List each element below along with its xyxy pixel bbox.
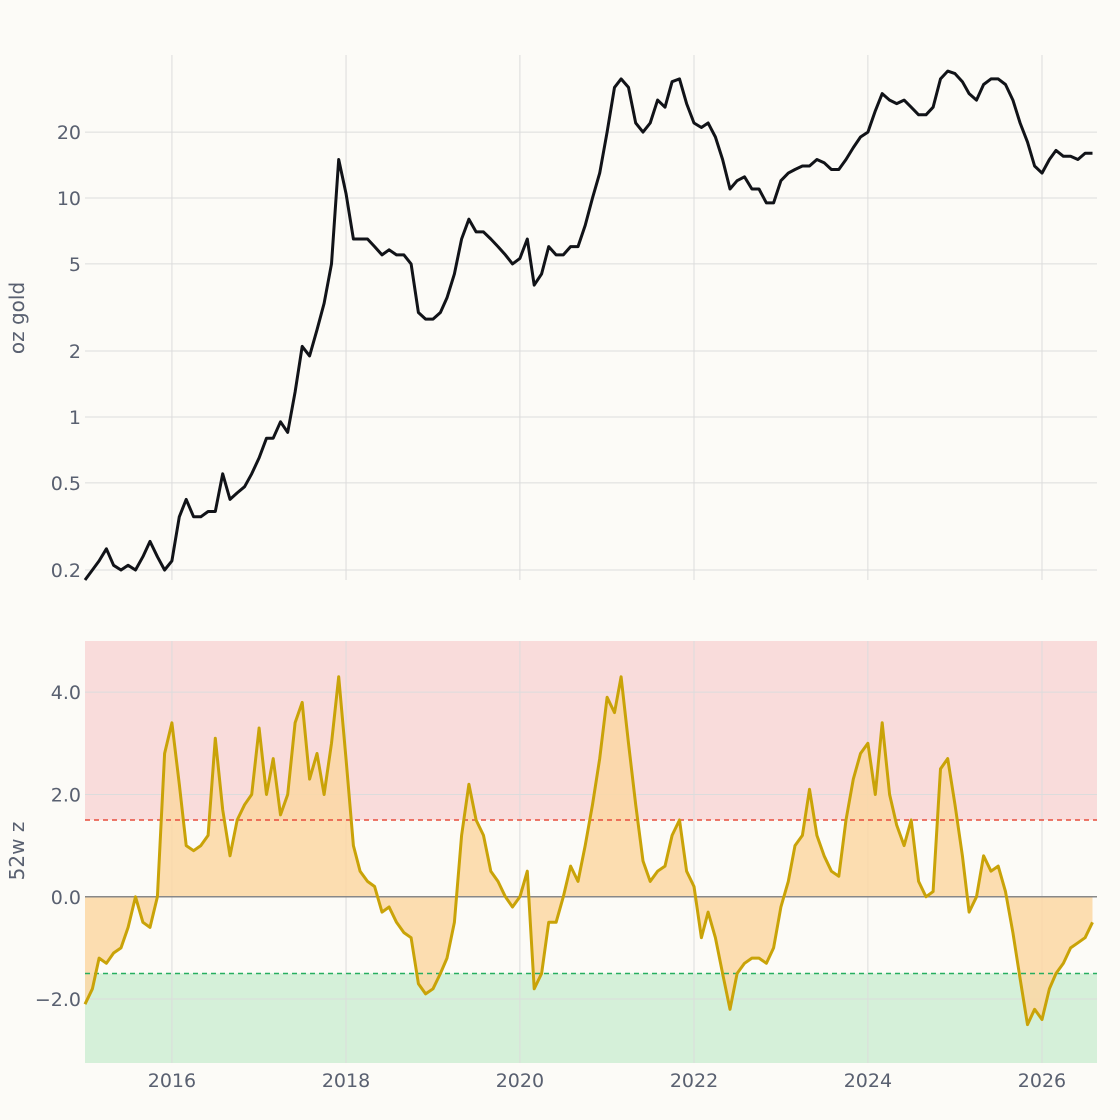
- x-tick-label: 2020: [496, 1070, 544, 1092]
- price-line: [83, 69, 1093, 581]
- zscore-y-tick-label: 2.0: [51, 784, 81, 806]
- price-series: [83, 69, 1093, 581]
- price-y-ticks: 0.2 0.5 1 2 5 10 20: [51, 122, 81, 582]
- price-panel: 0.2 0.5 1 2 5 10 20 oz gold: [5, 55, 1097, 582]
- price-y-tick-label: 2: [69, 341, 81, 363]
- zscore-fill: [85, 676, 1093, 1025]
- zscore-y-axis-title: 52w z: [5, 822, 29, 881]
- price-y-tick-label: 1: [69, 407, 81, 429]
- price-y-tick-label: 10: [57, 188, 81, 210]
- zscore-series: [83, 675, 1094, 1027]
- x-tick-label: 2022: [670, 1070, 718, 1092]
- x-tick-label: 2016: [148, 1070, 196, 1092]
- price-y-tick-label: 0.5: [51, 473, 81, 495]
- x-tick-label: 2018: [322, 1070, 370, 1092]
- price-y-tick-label: 20: [57, 122, 81, 144]
- zscore-area-fill: [85, 676, 1093, 1025]
- zscore-panel: 4.0 2.0 0.0 −2.0 2016 2018 2020 2022 2024 2026 5…: [5, 641, 1097, 1092]
- zscore-band: [85, 973, 1097, 1063]
- zscore-line: [83, 675, 1094, 1027]
- zscore-y-ticks: 4.0 2.0 0.0 −2.0: [35, 682, 81, 1011]
- zscore-x-ticks: 2016 2018 2020 2022 2024 2026: [148, 1070, 1066, 1092]
- price-grid: [85, 55, 1097, 580]
- x-tick-label: 2026: [1018, 1070, 1066, 1092]
- zscore-y-tick-label: 4.0: [51, 682, 81, 704]
- x-tick-label: 2024: [844, 1070, 892, 1092]
- price-y-tick-label: 0.2: [51, 560, 81, 582]
- price-y-tick-label: 5: [69, 254, 81, 276]
- zscore-y-tick-label: 0.0: [51, 887, 81, 909]
- price-y-axis-title: oz gold: [5, 282, 29, 354]
- zscore-y-tick-label: −2.0: [35, 989, 81, 1011]
